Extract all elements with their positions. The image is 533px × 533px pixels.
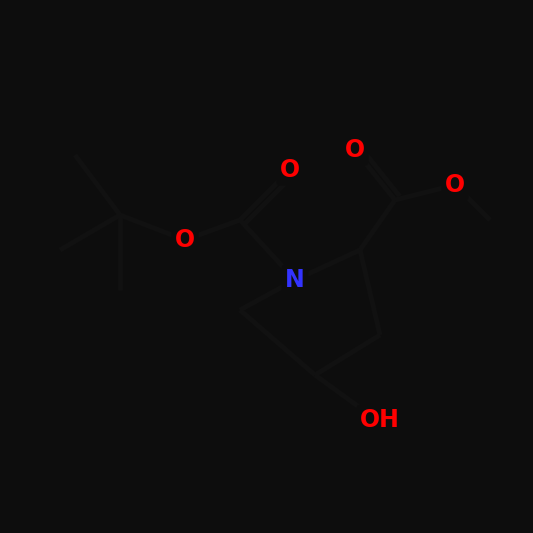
Text: OH: OH <box>360 408 400 432</box>
Text: O: O <box>280 158 300 182</box>
Text: O: O <box>445 173 465 197</box>
Text: N: N <box>285 268 305 292</box>
Text: O: O <box>175 228 195 252</box>
Text: O: O <box>345 138 365 162</box>
